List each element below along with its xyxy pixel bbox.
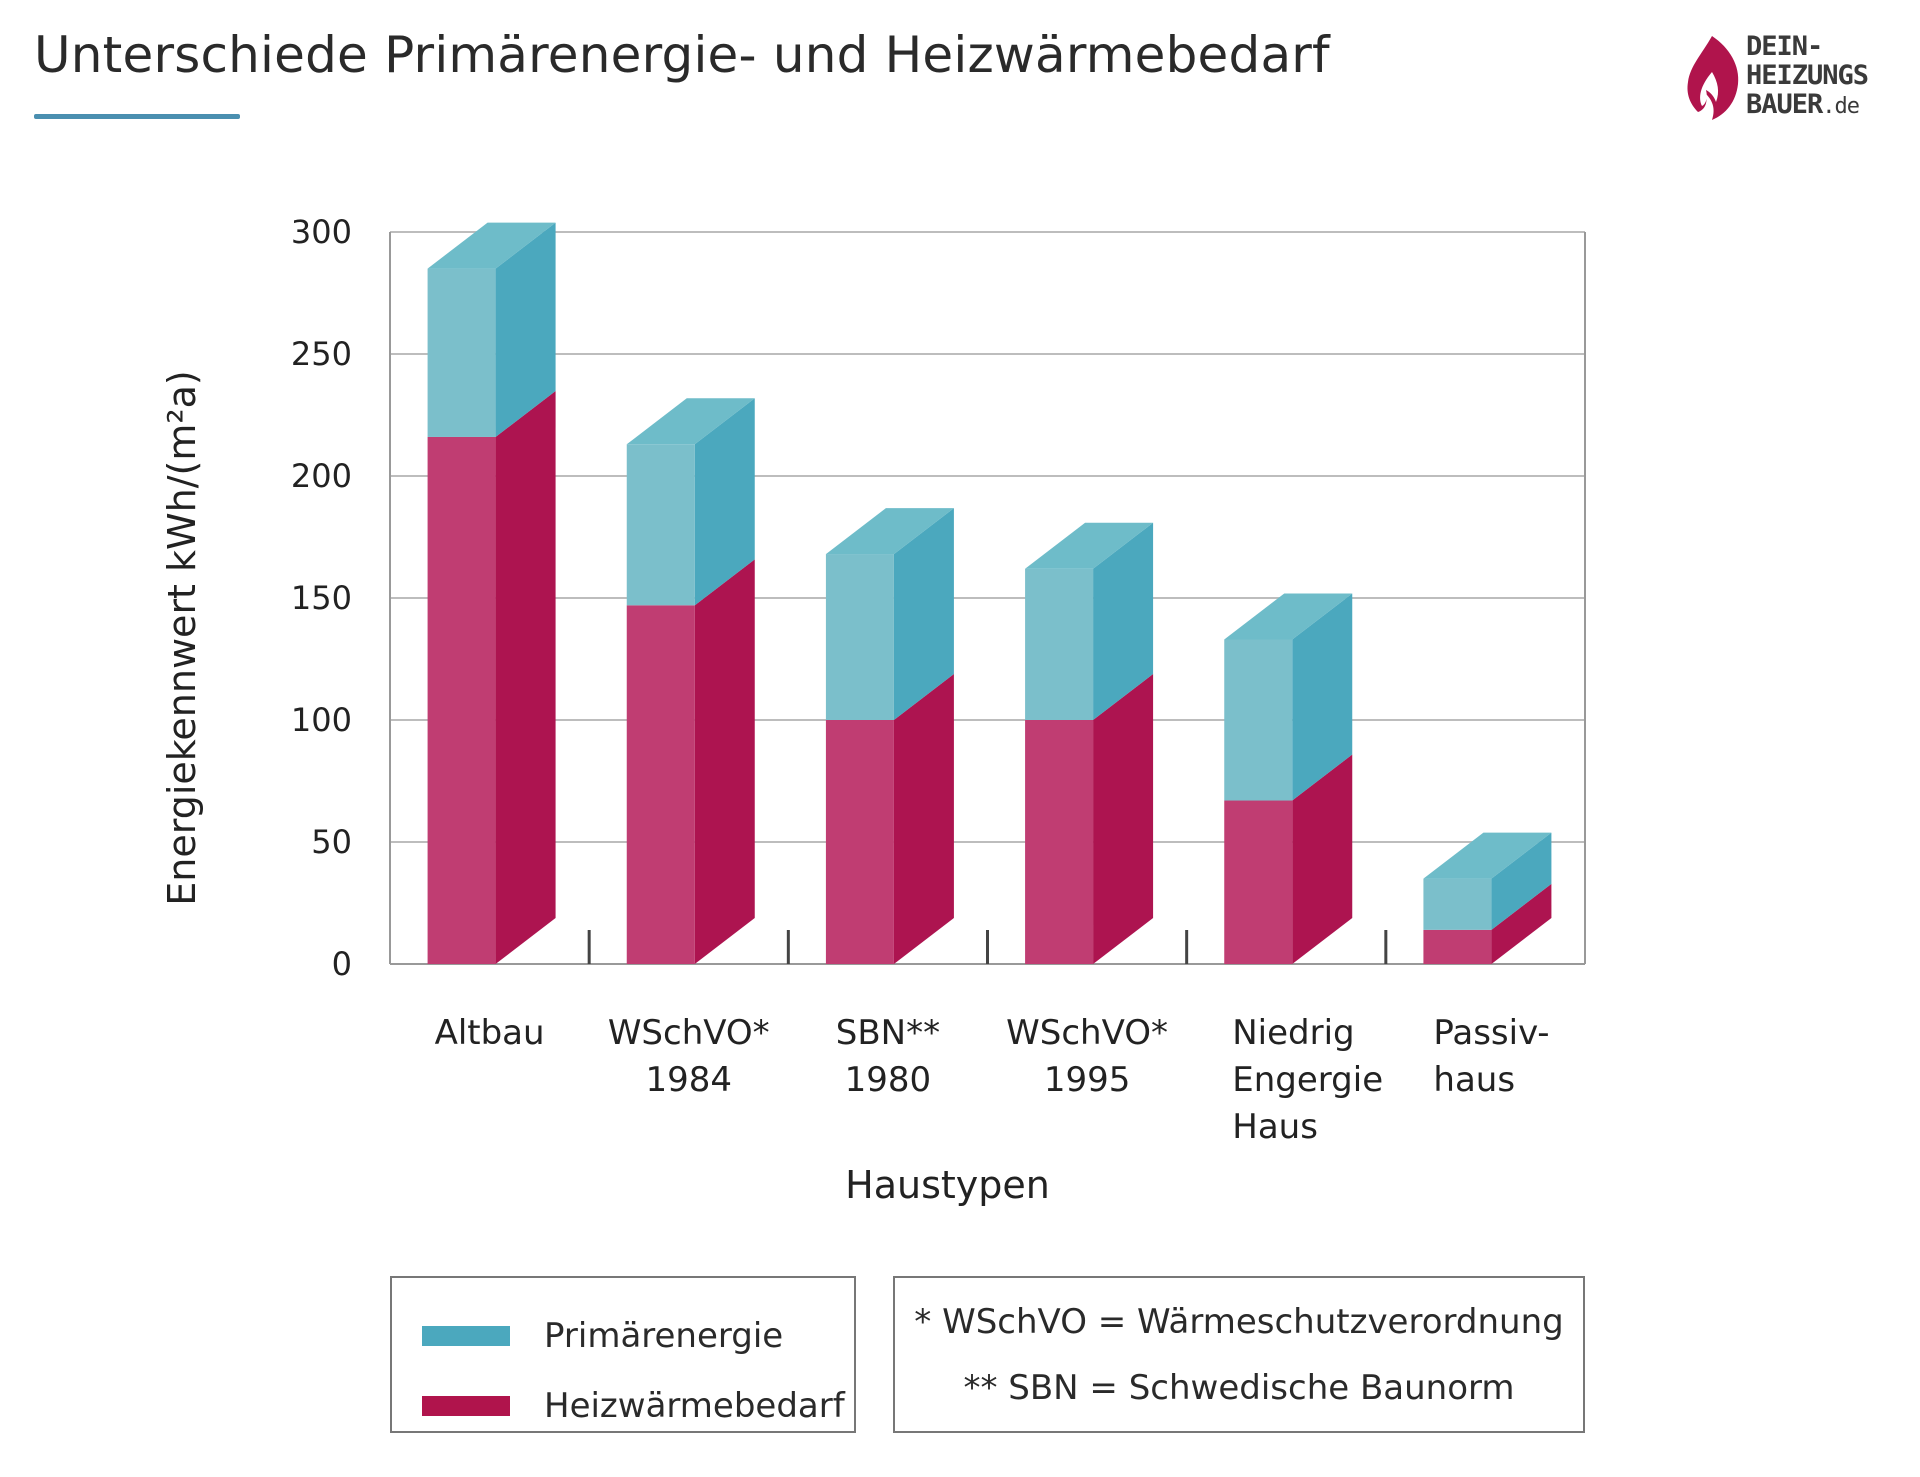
x-tick-label-3: WSchVO* 1995: [1006, 1013, 1168, 1100]
bar-primaer-side-0: [495, 222, 556, 437]
bar-heiz-side-1: [694, 559, 755, 964]
y-tick-label-100: 100: [291, 701, 352, 739]
flame-logo-icon: [1687, 36, 1739, 120]
logo-line-3: BAUER: [1746, 89, 1823, 120]
bar-primaer-side-3: [1093, 522, 1154, 720]
bar-top-4: [1224, 593, 1353, 640]
page-title: Unterschiede Primärenergie- und Heizwärm…: [34, 26, 1330, 84]
bar-heiz-side-3: [1093, 674, 1154, 964]
legend-swatch-heizwaermebedarf: [422, 1396, 510, 1416]
bar-top-2: [825, 508, 954, 555]
bar-heiz-side-4: [1292, 754, 1353, 964]
bar-top-5: [1423, 832, 1552, 879]
y-tick-label-300: 300: [291, 213, 352, 251]
legend-item-primaerenergie: Primärenergie: [422, 1316, 783, 1356]
y-tick-label-150: 150: [291, 579, 352, 617]
logo-line-2: HEIZUNGS: [1746, 60, 1869, 91]
legend-swatch-primaerenergie: [422, 1326, 510, 1346]
legend-item-heizwaermebedarf: Heizwärmebedarf: [422, 1386, 845, 1426]
bar-heizwaermebedarf-3: [1025, 720, 1094, 964]
bar-heizwaermebedarf-4: [1224, 800, 1293, 964]
bar-primaerenergie-1: [626, 444, 695, 606]
bar-top-3: [1025, 522, 1154, 569]
y-tick-label-200: 200: [291, 457, 352, 495]
bar-primaerenergie-4: [1224, 639, 1293, 801]
y-tick-label-50: 50: [311, 823, 352, 861]
bar-heizwaermebedarf-0: [427, 436, 496, 965]
y-axis-title: Energiekennwert kWh/(m²a): [160, 370, 204, 905]
y-tick-label-0: 0: [332, 945, 352, 983]
bar-primaerenergie-0: [427, 268, 496, 437]
bar-primaer-side-4: [1292, 593, 1353, 801]
brand-logo[interactable]: DEIN- HEIZUNGS BAUER.de: [1682, 32, 1902, 124]
x-tick-label-0: Altbau: [435, 1013, 545, 1053]
bar-heizwaermebedarf-1: [626, 605, 695, 964]
x-axis-title: Haustypen: [845, 1163, 1050, 1207]
x-tick-label-5: Passiv-haus: [1433, 1013, 1549, 1100]
legend: Primärenergie Heizwärmebedarf: [390, 1276, 856, 1433]
legend-label-primaerenergie: Primärenergie: [544, 1316, 784, 1356]
bar-primaerenergie-2: [825, 554, 894, 720]
legend-label-heizwaermebedarf: Heizwärmebedarf: [544, 1386, 845, 1426]
logo-suffix: .de: [1822, 94, 1860, 119]
logo-text: DEIN- HEIZUNGS BAUER.de: [1746, 31, 1869, 121]
title-underline: [34, 114, 240, 119]
bar-heizwaermebedarf-5: [1423, 929, 1492, 964]
bar-primaer-side-5: [1491, 832, 1552, 930]
bar-heiz-side-2: [893, 674, 954, 964]
footnote-sbn: ** SBN = Schwedische Baunorm: [963, 1368, 1515, 1408]
footnotes-box: * WSchVO = Wärmeschutzverordnung ** SBN …: [893, 1276, 1585, 1433]
bar-primaerenergie-5: [1423, 878, 1492, 930]
x-tick-label-2: SBN** 1980: [836, 1013, 940, 1100]
x-tick-label-4: Niedrig Engergie Haus: [1232, 1013, 1383, 1147]
footnote-wschvo: * WSchVO = Wärmeschutzverordnung: [914, 1302, 1564, 1342]
bar-top-1: [626, 398, 755, 445]
bar-primaerenergie-3: [1025, 568, 1094, 720]
logo-line-1: DEIN-: [1746, 31, 1823, 62]
bar-primaer-side-1: [694, 398, 755, 606]
bar-heiz-side-0: [495, 390, 556, 965]
x-tick-label-1: WSchVO* 1984: [608, 1013, 770, 1100]
bar-primaer-side-2: [893, 508, 954, 720]
bar-heizwaermebedarf-2: [825, 720, 894, 964]
y-tick-label-250: 250: [291, 335, 352, 373]
bar-top-0: [427, 222, 556, 269]
bar-heiz-side-5: [1491, 883, 1552, 964]
